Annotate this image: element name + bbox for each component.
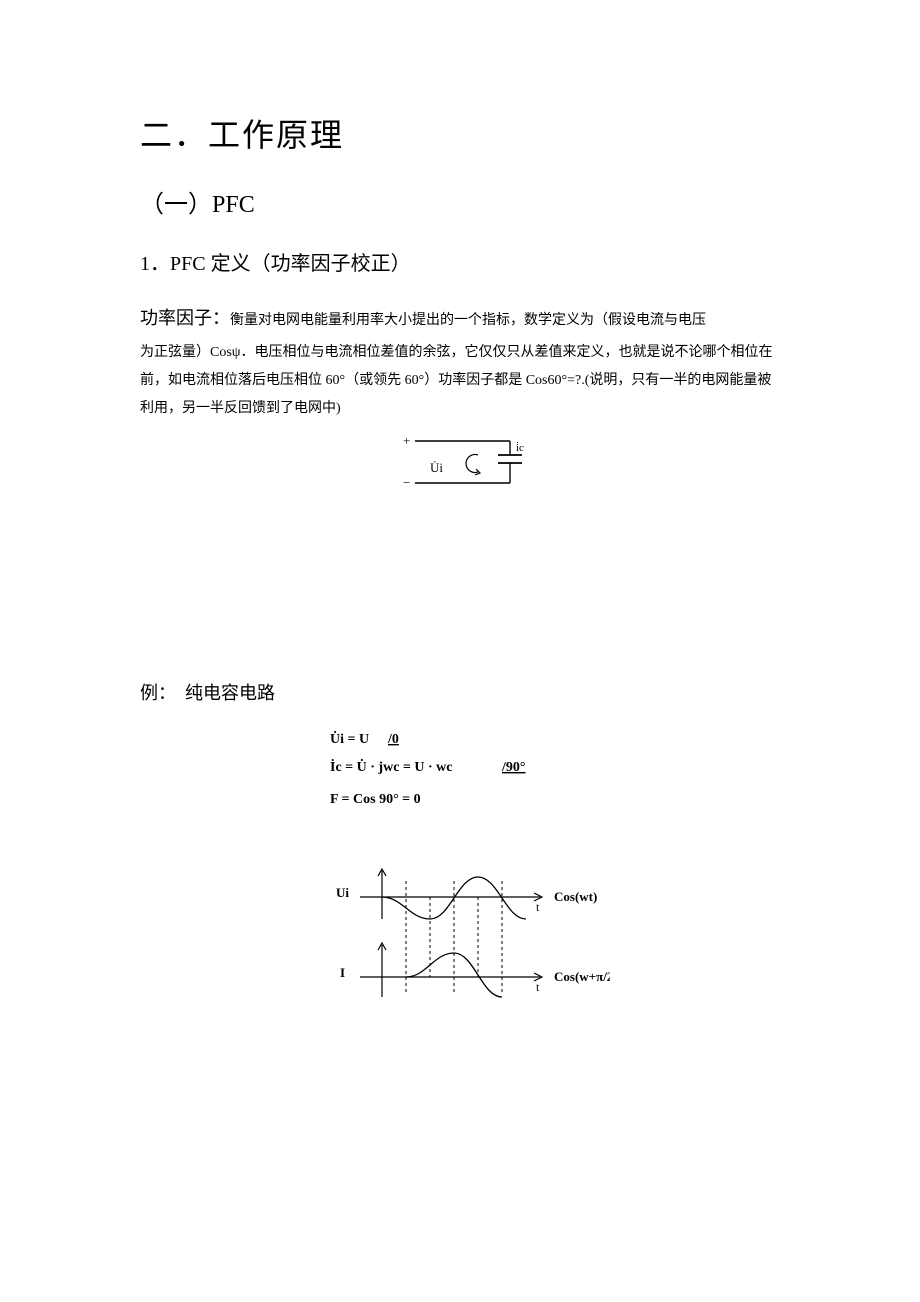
eq2-main: İc = U̇ · jwc = U · wc (330, 758, 453, 775)
document-page: 二．工作原理 （一）PFC 1．PFC 定义（功率因子校正） 功率因子：衡量对电… (0, 0, 920, 1077)
waveform-top-group: Ui t Cos(wt) (336, 869, 597, 919)
paragraph-inline: 衡量对电网电能量利用率大小提出的一个指标，数学定义为（假设电流与电压 (230, 313, 706, 328)
circuit-minus-label: − (403, 475, 410, 490)
waveform-i-label: I (340, 965, 345, 980)
circuit-diagram-wrap: + − U̇i i̇c (140, 429, 780, 499)
circuit-plus-label: + (403, 433, 410, 448)
waveform-bottom-t-label: t (536, 980, 540, 994)
equations-block: U̇i = U /0 İc = U̇ · jwc = U · wc /90° F… (140, 727, 780, 823)
heading-3: 1．PFC 定义（功率因子校正） (140, 247, 780, 276)
waveform-top-t-label: t (536, 900, 540, 914)
heading-1: 二．工作原理 (140, 110, 780, 156)
eq3: F = Cos 90° = 0 (330, 792, 421, 807)
heading-2: （一）PFC (140, 184, 780, 219)
example-label: 例： 纯电容电路 (140, 679, 780, 705)
waveform-cos1-label: Cos(wt) (554, 889, 597, 904)
eq1-main: U̇i = U (330, 730, 369, 747)
waveform-svg: Ui t Cos(wt) (310, 867, 610, 1017)
waveform-bottom-group: I t Cos(w+π/2) (340, 943, 610, 997)
circuit-diagram: + − U̇i i̇c (360, 429, 560, 499)
waveform-cos2-label: Cos(w+π/2) (554, 969, 610, 984)
circuit-ic-label: i̇c (516, 442, 524, 454)
equations-svg: U̇i = U /0 İc = U̇ · jwc = U · wc /90° F… (330, 727, 590, 823)
paragraph-rest: 为正弦量）Cosψ．电压相位与电流相位差值的余弦，它仅仅只从差值来定义，也就是说… (140, 339, 780, 423)
eq1-angle: /0 (387, 732, 399, 747)
waveform-block: Ui t Cos(wt) (140, 867, 780, 1017)
circuit-ui-label: U̇i (430, 460, 443, 475)
paragraph-lead: 功率因子： (140, 308, 230, 328)
waveform-ui-label: Ui (336, 885, 349, 900)
eq2-angle: /90° (501, 760, 526, 775)
paragraph-block: 功率因子：衡量对电网电能量利用率大小提出的一个指标，数学定义为（假设电流与电压 … (140, 304, 780, 423)
